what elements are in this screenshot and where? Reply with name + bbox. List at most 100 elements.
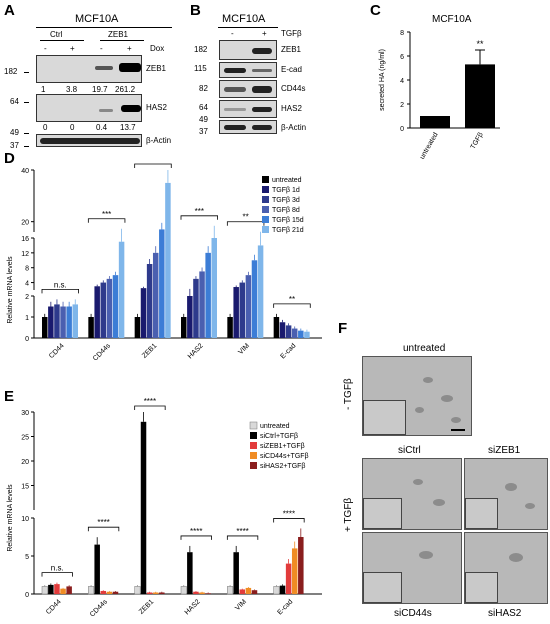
b-zeb1-blot xyxy=(219,40,277,60)
bar-vim-0 xyxy=(227,317,233,338)
b-row-zeb1: ZEB1 xyxy=(281,45,302,54)
legend-label-5: TGFβ 21d xyxy=(272,227,304,234)
category-label: CD44 xyxy=(48,342,66,360)
significance-label: n.s. xyxy=(54,280,67,289)
category-label: ZEB1 xyxy=(141,342,158,359)
b-mw-82: 82 xyxy=(199,84,208,93)
bar-e-cad-5 xyxy=(304,331,310,338)
chart-c-ytick-label: 2 xyxy=(400,102,404,109)
has2-label: HAS2 xyxy=(146,103,167,112)
bar-zeb1-3 xyxy=(152,252,159,338)
legend-swatch-5 xyxy=(262,226,269,233)
ytick-label: 30 xyxy=(21,410,29,417)
ytick-label: 0 xyxy=(25,592,29,599)
significance-label: **** xyxy=(97,518,109,527)
f-sizeb1-label: siZEB1 xyxy=(488,445,521,456)
legend-label-1: TGFβ 1d xyxy=(272,187,300,194)
has2-quant-2: 0 xyxy=(70,123,75,132)
panel-label-d: D xyxy=(4,150,15,167)
bar-cd44-4 xyxy=(66,586,72,594)
bar-cd44s-0 xyxy=(88,317,94,338)
category-label: CD44s xyxy=(92,342,112,362)
bar-cd44s-2 xyxy=(100,282,107,338)
significance-bracket xyxy=(41,572,73,577)
bar-zeb1-2 xyxy=(146,264,153,338)
significance-label: *** xyxy=(195,207,204,216)
micrograph-sihas2 xyxy=(464,532,548,604)
b-sign-minus: - xyxy=(231,29,234,38)
panel-label-a: A xyxy=(4,2,15,19)
b-actin-blot xyxy=(219,120,277,134)
bar-zeb1-3 xyxy=(152,592,159,594)
legend-label-4: TGFβ 15d xyxy=(272,217,304,224)
significance-bracket xyxy=(180,215,218,220)
dox-sign-4: + xyxy=(127,44,132,53)
significance-bracket xyxy=(41,288,79,294)
b-ecad-blot xyxy=(219,62,277,78)
bar-vim-2 xyxy=(239,589,246,594)
legend-swatch-2 xyxy=(262,196,269,203)
ytick-label: 1 xyxy=(25,315,29,322)
bar-cd44s-2 xyxy=(100,590,107,594)
bar-cd44-0 xyxy=(41,586,48,595)
significance-bracket xyxy=(134,163,172,168)
panel-label-e: E xyxy=(4,388,15,405)
zeb1-quant-2: 3.8 xyxy=(66,85,78,94)
chart-c-title: MCF10A xyxy=(432,14,472,25)
significance-bracket xyxy=(273,518,305,523)
significance-bracket xyxy=(273,303,311,308)
significance-label: **** xyxy=(190,527,202,536)
category-label: E-cad xyxy=(279,342,297,360)
bar-has2-3 xyxy=(199,271,205,338)
mw-49: 49 xyxy=(10,128,19,137)
bar-has2-1 xyxy=(187,296,193,338)
mw-182: 182 xyxy=(4,67,18,76)
ytick-label: 16 xyxy=(21,236,29,243)
bar-zeb1-5 xyxy=(165,182,171,338)
bar-cd44s-5 xyxy=(118,241,125,338)
f-sicd44s-label: siCD44s xyxy=(394,608,432,619)
bar-cd44s-4 xyxy=(112,591,119,594)
ytick-label: 4 xyxy=(25,281,29,288)
micrograph-untreated xyxy=(362,356,472,436)
b-mw-64: 64 xyxy=(199,103,208,112)
category-label: VIM xyxy=(237,342,251,356)
bar-e-cad-1 xyxy=(279,322,286,338)
bar-e-cad-1 xyxy=(279,585,286,594)
ytick-label: 20 xyxy=(21,459,29,466)
bar-vim-4 xyxy=(251,590,258,594)
bar-cd44-1 xyxy=(48,584,54,594)
significance-bracket xyxy=(226,535,259,540)
ylabel: Relative mRNA levels xyxy=(7,484,14,552)
chart-secreted-ha: MCF10A 0 2 4 6 8 secreted HA (ng/ml) untreated *… xyxy=(379,14,500,161)
bar-cd44s-3 xyxy=(106,278,113,338)
zeb1-quant-1: 1 xyxy=(41,85,46,94)
bar-vim-2 xyxy=(239,282,246,338)
category-label: E-cad xyxy=(276,598,294,616)
bar-zeb1-0 xyxy=(134,586,141,595)
significance-bracket xyxy=(226,221,265,226)
bar-cd44-5 xyxy=(72,304,78,338)
bar-has2-2 xyxy=(193,591,199,594)
chart-c-bar-0 xyxy=(420,116,450,128)
bar-cd44-3 xyxy=(60,588,66,594)
bar-has2-2 xyxy=(193,278,199,338)
significance-bracket xyxy=(87,218,126,223)
legend-label-2: TGFβ 3d xyxy=(272,197,300,204)
ytick-label: 15 xyxy=(21,484,29,491)
chart-c-ytick-label: 8 xyxy=(400,30,404,37)
significance-label: **** xyxy=(283,509,295,518)
bar-zeb1-2 xyxy=(146,592,153,594)
has2-blot xyxy=(36,94,142,122)
bar-cd44-4 xyxy=(66,306,72,338)
b-cd44s-blot xyxy=(219,80,277,98)
legend-swatch-2 xyxy=(250,442,257,449)
zeb1-quant-3: 19.7 xyxy=(92,85,108,94)
dox-sign-2: + xyxy=(70,44,75,53)
bar-vim-1 xyxy=(233,287,239,338)
bar-has2-5 xyxy=(211,238,217,338)
group-zeb1: ZEB1 xyxy=(108,30,129,39)
legend-swatch-0 xyxy=(262,176,269,183)
bar-cd44s-4 xyxy=(112,275,119,338)
